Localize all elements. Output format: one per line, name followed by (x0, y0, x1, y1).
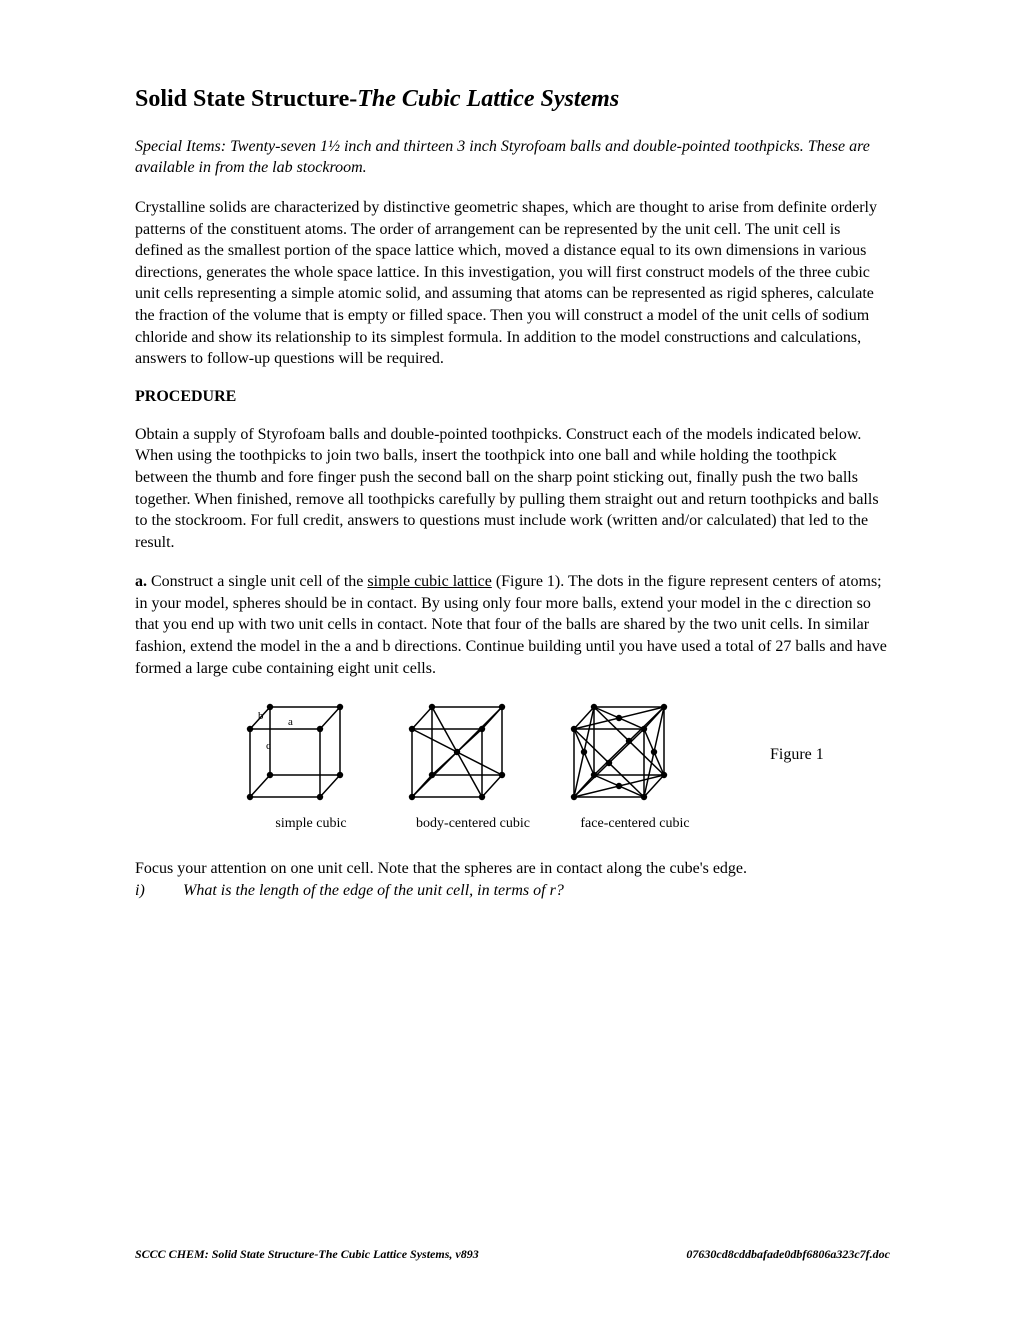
section-a-prefix: a. (135, 573, 147, 590)
procedure-paragraph: Obtain a supply of Styrofoam balls and d… (135, 424, 890, 554)
question-i-text: What is the length of the edge of the un… (183, 882, 564, 899)
question-i-number: i) (135, 880, 183, 902)
svg-text:a: a (288, 716, 293, 728)
simple-cubic-diagram: b a c (230, 697, 360, 812)
question-i: i)What is the length of the edge of the … (135, 880, 890, 902)
page-footer: SCCC CHEM: Solid State Structure-The Cub… (135, 1247, 890, 1262)
page-title: Solid State Structure-The Cubic Lattice … (135, 85, 890, 114)
footer-left: SCCC CHEM: Solid State Structure-The Cub… (135, 1247, 479, 1262)
face-centered-cell (554, 697, 716, 812)
caption-row: simple cubic body-centered cubic face-ce… (135, 816, 890, 832)
intro-paragraph: Crystalline solids are characterized by … (135, 197, 890, 370)
caption-simple-cubic: simple cubic (230, 816, 392, 832)
caption-face-centered: face-centered cubic (554, 816, 716, 832)
focus-paragraph: Focus your attention on one unit cell. N… (135, 858, 890, 880)
special-items: Special Items: Twenty-seven 1½ inch and … (135, 136, 890, 179)
footer-right: 07630cd8cddbafade0dbf6806a323c7f.doc (686, 1247, 890, 1262)
document-page: Solid State Structure-The Cubic Lattice … (0, 0, 1020, 1320)
procedure-heading: PROCEDURE (135, 388, 890, 406)
section-a-paragraph: a. Construct a single unit cell of the s… (135, 571, 890, 679)
section-a-before: Construct a single unit cell of the (147, 573, 367, 590)
figure-row: b a c (135, 697, 890, 812)
face-centered-diagram (554, 697, 684, 812)
svg-text:b: b (258, 710, 264, 722)
title-italic: The Cubic Lattice Systems (357, 86, 619, 112)
simple-cubic-cell: b a c (230, 697, 392, 812)
body-centered-diagram (392, 697, 522, 812)
figure-label: Figure 1 (770, 746, 824, 764)
caption-body-centered: body-centered cubic (392, 816, 554, 832)
body-centered-cell (392, 697, 554, 812)
section-a-underline: simple cubic lattice (367, 573, 491, 590)
title-plain: Solid State Structure- (135, 86, 357, 112)
svg-text:c: c (266, 740, 271, 752)
